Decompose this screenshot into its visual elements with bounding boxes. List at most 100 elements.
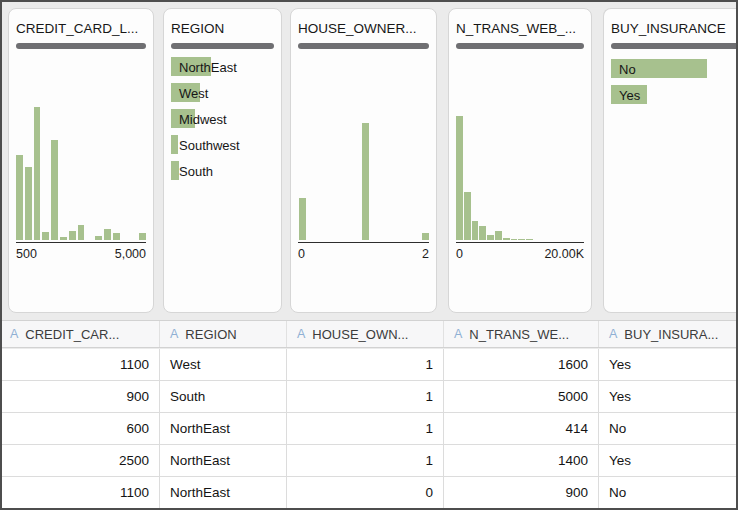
histogram-bar[interactable] (25, 167, 32, 240)
histogram-bar[interactable] (299, 198, 306, 240)
histogram-bar[interactable] (503, 238, 510, 240)
histogram-bar[interactable] (78, 225, 85, 240)
table-cell: 5000 (444, 381, 599, 412)
card-chart: NorthEast West Midwest Southwest South (164, 9, 281, 312)
table-cell: 900 (444, 477, 599, 508)
table-row[interactable]: 900South15000Yes (0, 381, 738, 413)
axis-ticks: 0 2 (298, 247, 429, 261)
table-row[interactable]: 1100NorthEast0900No (0, 477, 738, 509)
table-cell: 2500 (0, 445, 160, 476)
category-label: Midwest (171, 112, 227, 127)
card-chart: 500 5,000 (9, 9, 153, 312)
histogram-bar[interactable] (42, 232, 49, 240)
table-cell: No (599, 413, 738, 444)
text-type-icon: A (170, 327, 178, 341)
column-header-house-own[interactable]: AHOUSE_OWN... (287, 321, 444, 347)
table-cell: NorthEast (160, 413, 287, 444)
table-cell: 1 (287, 445, 444, 476)
category-label: West (171, 86, 208, 101)
histogram-bar[interactable] (139, 233, 146, 240)
table-cell: NorthEast (160, 477, 287, 508)
histogram-bar[interactable] (464, 192, 471, 240)
histogram-bar[interactable] (362, 123, 369, 240)
axis-tick-max: 20.00K (544, 247, 584, 261)
profile-card-n-trans-web[interactable]: N_TRANS_WEB_... 0 20.00K (448, 8, 592, 313)
x-axis (16, 242, 146, 243)
region-category-list: NorthEast West Midwest Southwest South (171, 54, 279, 184)
column-header-region[interactable]: A REGION (160, 321, 287, 347)
credit-card-limit-histogram (16, 107, 146, 240)
table-cell: 1100 (0, 349, 160, 380)
category-label: Yes (611, 88, 640, 103)
histogram-bar[interactable] (479, 226, 486, 240)
histogram-bar[interactable] (113, 233, 120, 240)
column-header-label: REGION (185, 327, 236, 342)
table-cell: No (599, 477, 738, 508)
card-chart: No Yes (604, 9, 738, 312)
category-item[interactable]: No (611, 56, 736, 82)
histogram-bar[interactable] (422, 233, 429, 240)
column-header-label: CREDIT_CAR... (25, 327, 119, 342)
histogram-bar[interactable] (472, 221, 479, 240)
axis-tick-max: 5,000 (115, 247, 146, 261)
table-cell: 900 (0, 381, 160, 412)
table-cell: 1600 (444, 349, 599, 380)
column-header-label: N_TRANS_WE... (469, 327, 569, 342)
axis-tick-min: 500 (16, 247, 37, 261)
histogram-bar[interactable] (495, 231, 502, 240)
histogram-bar[interactable] (104, 229, 111, 240)
histogram-bar[interactable] (511, 239, 518, 240)
table-cell: Yes (599, 445, 738, 476)
axis-tick-max: 2 (422, 247, 429, 261)
text-type-icon: A (609, 327, 617, 341)
histogram-bar[interactable] (60, 237, 67, 240)
column-header-label: HOUSE_OWN... (312, 327, 408, 342)
table-cell: Yes (599, 381, 738, 412)
category-label: No (611, 62, 636, 77)
card-chart: 0 2 (291, 9, 436, 312)
histogram-bar[interactable] (526, 239, 533, 240)
profile-card-region[interactable]: REGION NorthEastWestMidwestSouthwestSout… (163, 8, 282, 313)
histogram-bar[interactable] (34, 107, 41, 240)
histogram-bar[interactable] (69, 231, 76, 240)
histogram-bar[interactable] (51, 140, 58, 240)
histogram-bar[interactable] (487, 235, 494, 240)
table-cell: 1100 (0, 477, 160, 508)
histogram-bar[interactable] (456, 116, 463, 240)
axis-tick-min: 0 (298, 247, 305, 261)
table-row[interactable]: 2500NorthEast11400Yes (0, 445, 738, 477)
table-cell: 1400 (444, 445, 599, 476)
category-item[interactable]: Yes (611, 82, 736, 108)
table-body: 1100West11600Yes900South15000Yes600North… (0, 349, 738, 510)
histogram-bar[interactable] (518, 239, 525, 240)
table-cell: Yes (599, 349, 738, 380)
category-item[interactable]: West (171, 80, 279, 106)
card-chart: 0 20.00K (449, 9, 591, 312)
table-cell: West (160, 349, 287, 380)
table-cell: NorthEast (160, 445, 287, 476)
category-item[interactable]: NorthEast (171, 54, 279, 80)
histogram-bar[interactable] (95, 236, 102, 240)
table-row[interactable]: 600NorthEast1414No (0, 413, 738, 445)
table-cell: 1 (287, 413, 444, 444)
table-row[interactable]: 1100West11600Yes (0, 349, 738, 381)
column-header-buy-insura[interactable]: A BUY_INSURA... (599, 321, 738, 347)
histogram-bar[interactable] (16, 155, 23, 240)
table-cell: 414 (444, 413, 599, 444)
column-header-credit-car[interactable]: ACREDIT_CAR... (0, 321, 160, 347)
table-cell: 1 (287, 381, 444, 412)
profile-card-buy-insurance[interactable]: BUY_INSURANCE NoYes (603, 8, 738, 313)
profile-card-credit-card-limit[interactable]: CREDIT_CARD_L... 500 5,000 (8, 8, 154, 313)
buy-insurance-category-list: No Yes (611, 56, 736, 108)
category-item[interactable]: Midwest (171, 106, 279, 132)
table-cell: 600 (0, 413, 160, 444)
text-type-icon: A (454, 327, 462, 341)
column-header-label: BUY_INSURA... (624, 327, 718, 342)
column-header-n-trans-we[interactable]: A N_TRANS_WE... (444, 321, 599, 347)
axis-ticks: 0 20.00K (456, 247, 584, 261)
category-label: South (171, 164, 213, 179)
axis-ticks: 500 5,000 (16, 247, 146, 261)
category-item[interactable]: South (171, 158, 279, 184)
profile-card-house-ownership[interactable]: HOUSE_OWNER... 0 2 (290, 8, 437, 313)
category-item[interactable]: Southwest (171, 132, 279, 158)
